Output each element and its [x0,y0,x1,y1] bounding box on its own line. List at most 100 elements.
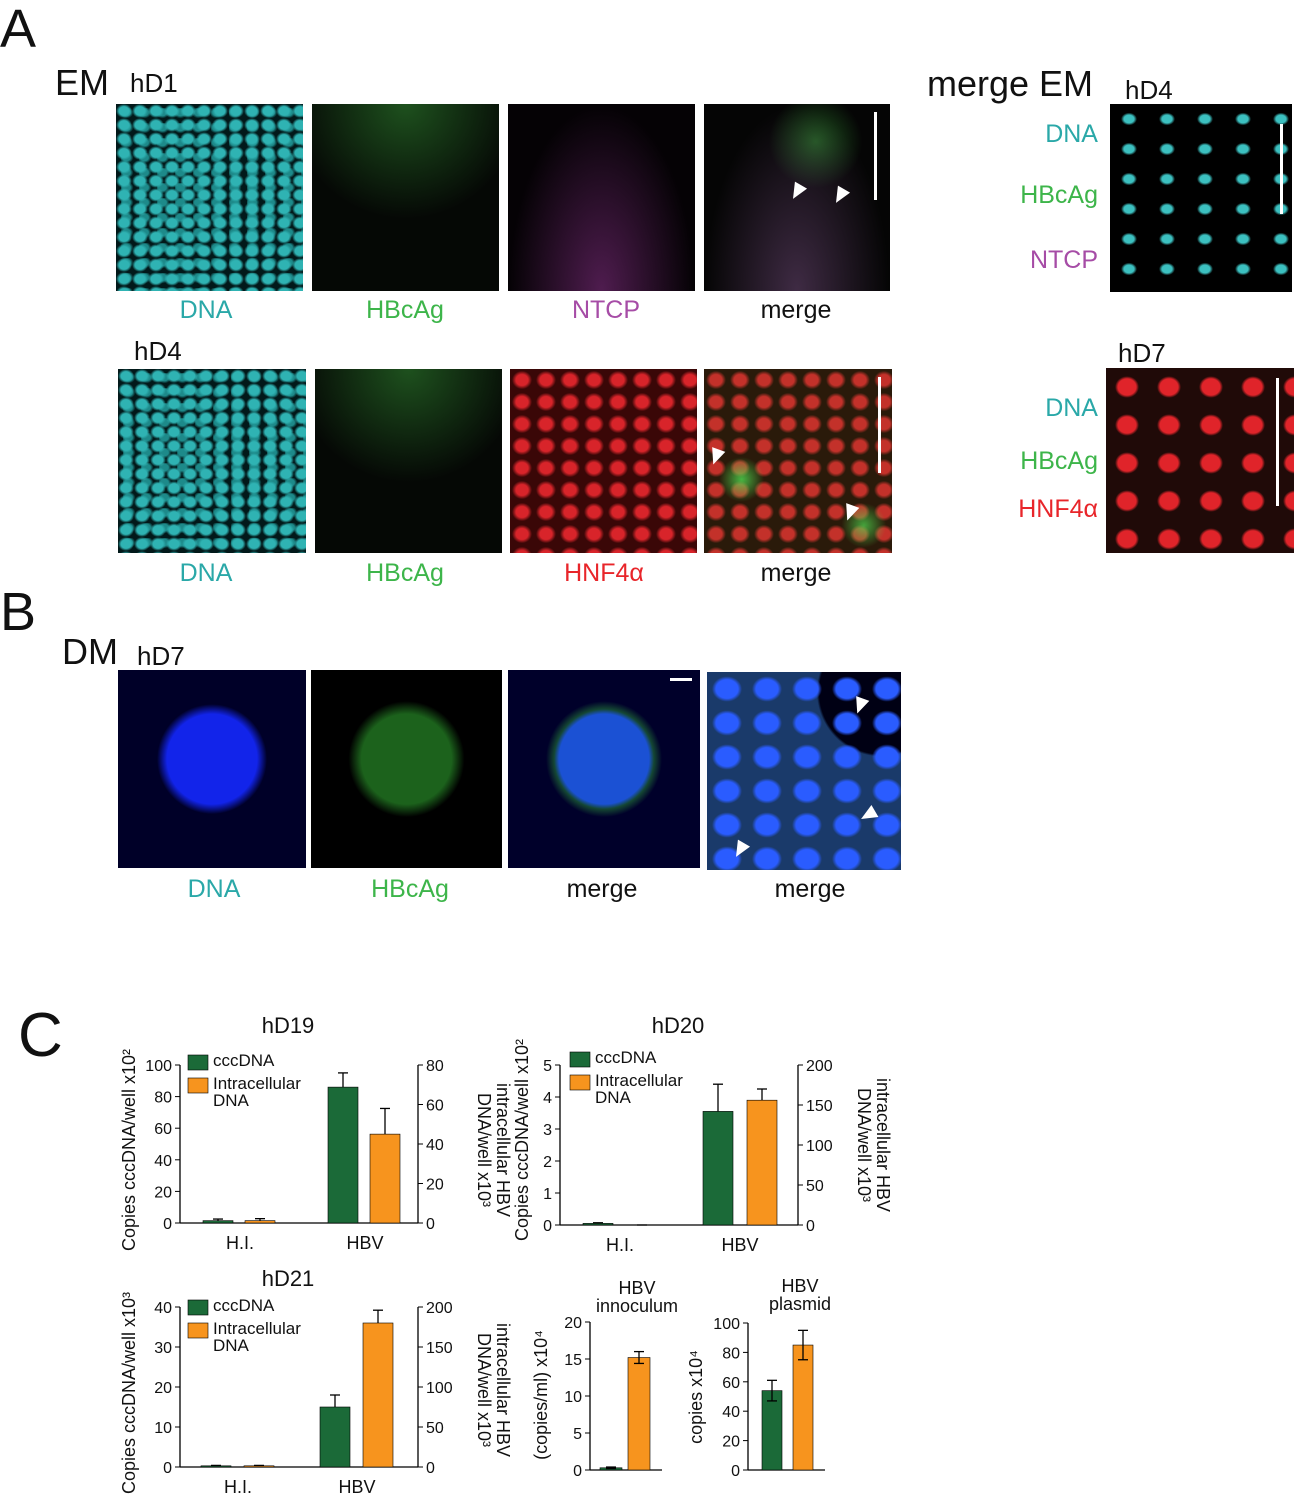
scale-bar [1280,124,1283,214]
panel-label: C [18,1001,63,1070]
micrograph [312,104,499,291]
y-tick-label: 0 [163,1460,172,1477]
chart-title-line: plasmid [769,1294,831,1314]
legend-label-box: Intracellular DNA [595,1072,683,1107]
y-tick-label: 4 [543,1090,552,1107]
x-tick-label: H.I. [224,1477,252,1497]
legend-label: Intracellular DNA [595,1072,683,1107]
chart-title-line: HBV [618,1278,655,1298]
arrowhead [836,185,851,203]
y-tick-label: 5 [573,1426,582,1443]
scale-bar [874,112,877,200]
y2-tick-label: 200 [806,1058,833,1075]
x-tick-label: H.I. [606,1235,634,1255]
y2-tick-label: 0 [426,1460,435,1477]
channel-label: HBcAg [1020,181,1098,209]
legend-label-box: cccDNA [595,1049,656,1066]
channel-label: DNA [187,875,241,903]
day-label: hD4 [1125,75,1173,105]
y-tick-label: 0 [573,1463,582,1480]
channel-label: HBcAg [371,875,449,903]
y2-tick-label: 20 [426,1177,444,1194]
day-label: hD1 [130,68,178,98]
panel-label: B [0,582,37,642]
micrograph [508,670,700,868]
micrograph [118,670,306,868]
y-tick-label: 1 [543,1186,552,1203]
y2-axis-label: intracellular HBVDNA/well x10³ [854,1078,893,1212]
chart-title: hD21 [262,1266,315,1291]
legend-label-box: Intracellular DNA [213,1075,301,1109]
channel-label: DNA [1045,394,1098,422]
y2-tick-label: 150 [426,1340,453,1357]
y-tick-label: 60 [154,1121,172,1138]
y-tick-label: 15 [564,1352,582,1369]
y2-tick-label: 0 [426,1216,435,1233]
y-tick-label: 40 [154,1153,172,1170]
y-tick-label: 80 [722,1345,740,1362]
day-label: hD7 [1118,338,1166,368]
y-tick-label: 5 [543,1058,552,1075]
y-tick-label: 100 [713,1316,740,1333]
y2-tick-label: 60 [426,1098,444,1115]
y-tick-label: 20 [154,1184,172,1201]
micrograph [508,104,695,291]
y2-tick-label: 100 [426,1380,453,1397]
chart-title-line: innoculum [596,1296,678,1316]
scale-bar [878,377,881,473]
y-axis-label: Copies cccDNA/well x10² [119,1049,139,1251]
panel-title: DM [62,631,118,672]
legend-swatch [187,1077,209,1094]
micrograph [510,369,697,553]
y-axis-label: Copies cccDNA/well x10³ [119,1292,139,1494]
y2-axis-label-line: DNA/well x10³ [474,1333,494,1447]
y2-tick-label: 0 [806,1218,815,1235]
y-tick-label: 0 [163,1216,172,1233]
bar [202,1220,234,1224]
channel-label: merge [566,875,638,903]
micrograph [311,670,502,868]
legend-swatch [569,1051,591,1068]
panel-title: EM [55,62,109,103]
channel-label: HBcAg [366,296,444,324]
y2-axis-label-line: intracellular HBV [493,1083,513,1217]
chart-title: hD19 [262,1013,315,1038]
bar [627,1357,651,1471]
channel-label: HNF4α [1018,495,1098,523]
bar [369,1133,401,1224]
chart-title: hD20 [652,1013,705,1038]
y2-tick-label: 50 [806,1178,824,1195]
scale-bar [670,678,692,681]
bar [362,1322,394,1468]
day-label: hD7 [137,641,185,671]
y-tick-label: 10 [564,1389,582,1406]
bar [319,1406,351,1468]
scale-bar [1276,378,1279,506]
y-axis-label: (copies/ml) x10⁴ [531,1330,551,1460]
x-tick-label: HBV [721,1235,758,1255]
y2-tick-label: 40 [426,1137,444,1154]
y-tick-label: 10 [154,1420,172,1437]
bar [582,1223,614,1226]
arrowhead [736,839,751,857]
legend-swatch [187,1322,209,1339]
micrograph [704,369,892,553]
chart-title: HBV plasmid [769,1276,831,1314]
panel-title: merge EM [927,63,1094,104]
legend-swatch [569,1074,591,1091]
y2-axis-label: intracellular HBVDNA/well x10³ [474,1323,513,1457]
chart-title: HBV innoculum [596,1278,678,1316]
legend-label: cccDNA [213,1297,275,1315]
x-tick-label: H.I. [226,1233,254,1253]
y-tick-label: 40 [154,1300,172,1317]
bar [327,1086,359,1224]
x-tick-label: HBV [338,1477,375,1497]
y-tick-label: 20 [154,1380,172,1397]
channel-label: HNF4α [564,559,644,587]
y2-axis-label: intracellular HBVDNA/well x10³ [474,1083,513,1217]
x-tick-label: HBV [346,1233,383,1253]
y2-tick-label: 100 [806,1138,833,1155]
legend-label: Intracellular DNA [213,1320,301,1355]
micrograph [1110,104,1292,292]
arrowhead [712,447,726,465]
